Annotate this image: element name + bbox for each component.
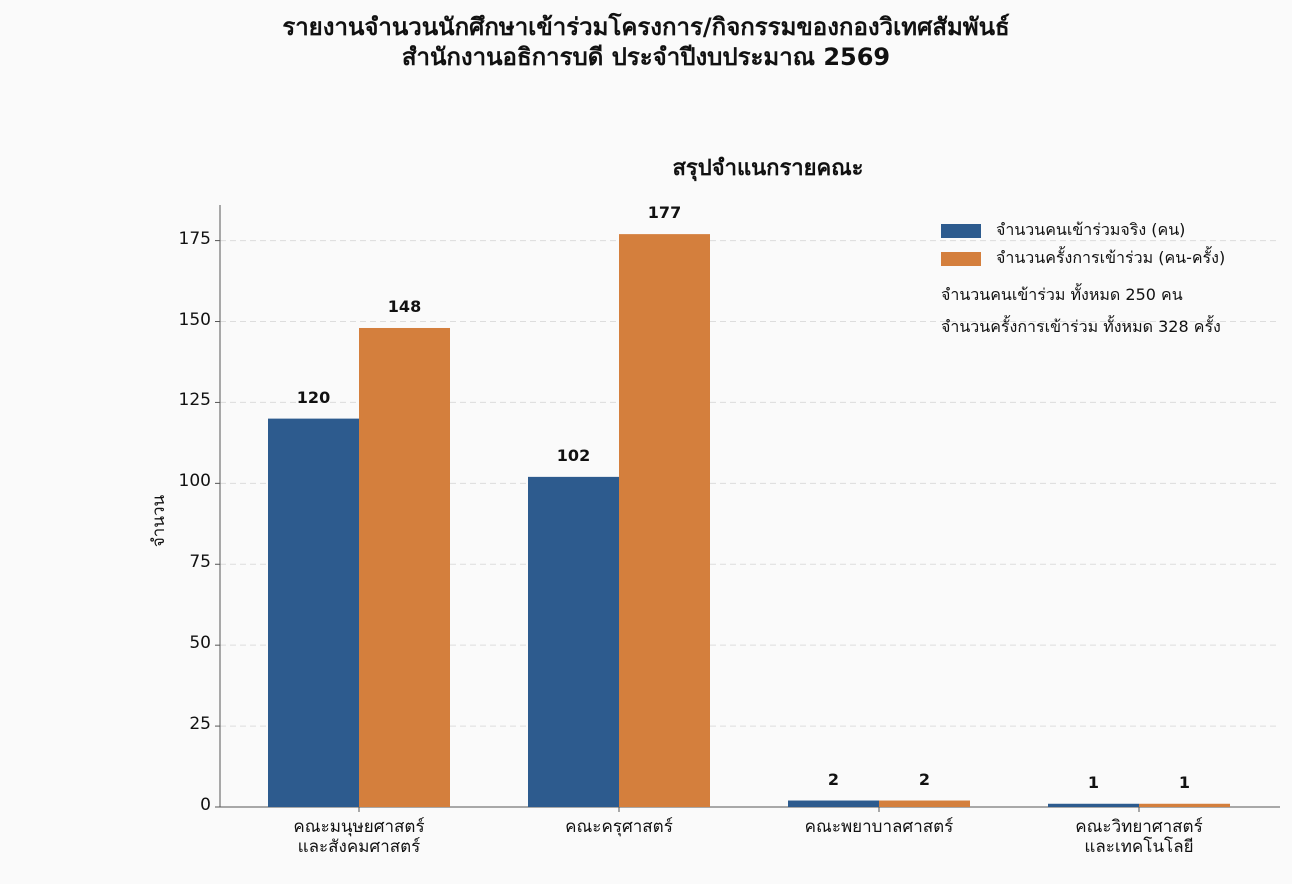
legend-swatch bbox=[941, 252, 981, 266]
bar bbox=[359, 327, 450, 807]
y-tick-label: 0 bbox=[200, 795, 211, 815]
plot-title: สรุปจำแนกรายคณะ bbox=[672, 156, 864, 181]
y-tick-label: 25 bbox=[189, 714, 211, 735]
value-label: 120 bbox=[296, 387, 331, 407]
y-tick-label: 175 bbox=[178, 228, 211, 249]
legend-label: จำนวนครั้งการเข้าร่วม (คน-ครั้ง) bbox=[996, 248, 1226, 267]
value-label: 2 bbox=[827, 769, 840, 789]
value-label: 102 bbox=[556, 445, 591, 465]
bar bbox=[528, 476, 619, 807]
bar bbox=[268, 418, 359, 807]
x-tick-label: คณะพยาบาลศาสตร์ bbox=[804, 817, 954, 837]
bar bbox=[1048, 803, 1139, 807]
chart-title: รายงานจำนวนนักศึกษาเข้าร่วมโครงการ/กิจกร… bbox=[282, 13, 1010, 41]
x-tick-label: คณะวิทยาศาสตร์ และเทคโนโลยี bbox=[1075, 817, 1203, 857]
bar bbox=[879, 800, 970, 807]
x-tick-label: คณะครุศาสตร์ bbox=[565, 817, 673, 837]
bar bbox=[1139, 803, 1230, 807]
bar bbox=[788, 800, 879, 807]
y-tick-label: 75 bbox=[189, 552, 211, 573]
legend-swatch bbox=[941, 224, 981, 238]
annotation: จำนวนครั้งการเข้าร่วม ทั้งหมด 328 ครั้ง bbox=[941, 317, 1221, 336]
value-label: 2 bbox=[918, 769, 931, 789]
y-axis-label: จำนวน bbox=[149, 494, 170, 548]
chart-subtitle: สำนักงานอธิการบดี ประจำปีงบประมาณ 2569 bbox=[401, 43, 891, 71]
value-label: 1 bbox=[1087, 772, 1100, 792]
annotation: จำนวนคนเข้าร่วม ทั้งหมด 250 คน bbox=[941, 285, 1183, 304]
bar bbox=[619, 234, 710, 807]
y-tick-label: 150 bbox=[178, 309, 211, 330]
y-tick-label: 50 bbox=[189, 633, 211, 654]
x-tick-label: คณะมนุษยศาสตร์ และสังคมศาสตร์ bbox=[293, 817, 425, 857]
y-tick-label: 100 bbox=[178, 471, 211, 492]
value-label: 177 bbox=[647, 203, 682, 223]
value-label: 1 bbox=[1178, 772, 1191, 792]
value-label: 148 bbox=[387, 296, 422, 316]
legend-label: จำนวนคนเข้าร่วมจริง (คน) bbox=[996, 220, 1186, 239]
y-tick-label: 125 bbox=[178, 390, 211, 411]
